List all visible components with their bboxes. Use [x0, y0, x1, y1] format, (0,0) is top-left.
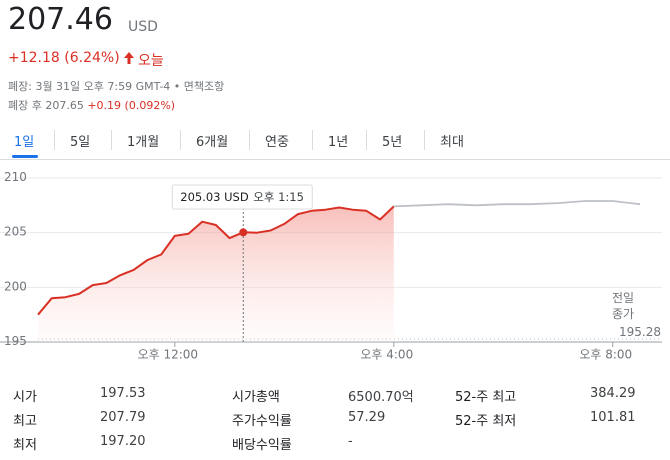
period: 오늘 [138, 53, 164, 69]
line [393, 200, 641, 208]
tab-underline [12, 155, 38, 158]
x-tick-label: 오후 12:00 [138, 348, 198, 362]
currency: USD [128, 19, 158, 35]
chart: 195 200 205 210 오후 12:00 오후 4:00 오후 8:00 205.03… [0, 170, 662, 362]
tab-separator [54, 130, 55, 150]
after-change: +0.19 (0.092%) [87, 99, 176, 112]
prev-close-value: 195.28 [619, 325, 661, 339]
up-arrow [124, 52, 134, 64]
tab-separator [249, 130, 250, 150]
tab[interactable]: 1개월 [127, 135, 160, 150]
stat-label: 52-주 최고 [455, 390, 517, 405]
tab-separator [424, 130, 425, 150]
tab[interactable]: 5년 [382, 135, 403, 150]
hover-dot [239, 228, 248, 237]
tooltip-time: 오후 1:15 [253, 190, 304, 204]
stat-value: 6500.70억 [348, 390, 414, 405]
line [37, 205, 395, 316]
stat-value: 207.79 [100, 410, 146, 425]
stat-label: 배당수익률 [232, 438, 292, 453]
stat-label: 시가총액 [232, 390, 280, 405]
tab[interactable]: 최대 [440, 135, 464, 150]
stat-label: 최고 [13, 414, 37, 429]
stat-value: 57.29 [348, 410, 386, 425]
tab-divider [0, 159, 670, 160]
tab-separator [366, 130, 367, 150]
stat-label: 52-주 최저 [455, 414, 517, 429]
tab[interactable]: 1일 [14, 135, 35, 150]
x-tick-label: 오후 4:00 [360, 348, 413, 362]
prev-close-label: 전일 종가 [612, 291, 635, 321]
stat-label: 최저 [13, 438, 37, 453]
stat-label: 시가 [13, 390, 37, 405]
stat-value: - [348, 434, 353, 449]
price: 207.46 [8, 2, 113, 37]
area [38, 206, 394, 342]
y-tick-label: 205 [4, 225, 27, 239]
y-tick-label: 210 [4, 170, 27, 184]
after-label: 폐장 후 207.65 [8, 99, 84, 112]
y-tick-label: 200 [4, 279, 27, 293]
stat-value: 197.53 [100, 386, 146, 401]
tooltip-value: 205.03 USD [180, 190, 249, 204]
y-tick-label: 195 [4, 334, 27, 348]
change: +12.18 (6.24%) [8, 50, 120, 66]
tab-separator [180, 130, 181, 150]
tab[interactable]: 5일 [70, 135, 91, 150]
tab[interactable]: 6개월 [196, 135, 229, 150]
stat-value: 384.29 [590, 386, 636, 401]
after-hours: 폐장 후 207.65 +0.19 (0.092%) [8, 97, 175, 113]
tab[interactable]: 연중 [265, 135, 289, 150]
tab-separator [312, 130, 313, 150]
tooltip-box [171, 184, 313, 210]
x-tick-label: 오후 8:00 [579, 348, 632, 362]
stat-value: 197.20 [100, 434, 146, 449]
tab[interactable]: 1년 [328, 135, 349, 150]
closed-info: 폐장: 3월 31일 오후 7:59 GMT-4 • 면책조항 [8, 80, 225, 93]
stat-value: 101.81 [590, 410, 636, 425]
stat-label: 주가수익률 [232, 414, 292, 429]
tab-separator [111, 130, 112, 150]
